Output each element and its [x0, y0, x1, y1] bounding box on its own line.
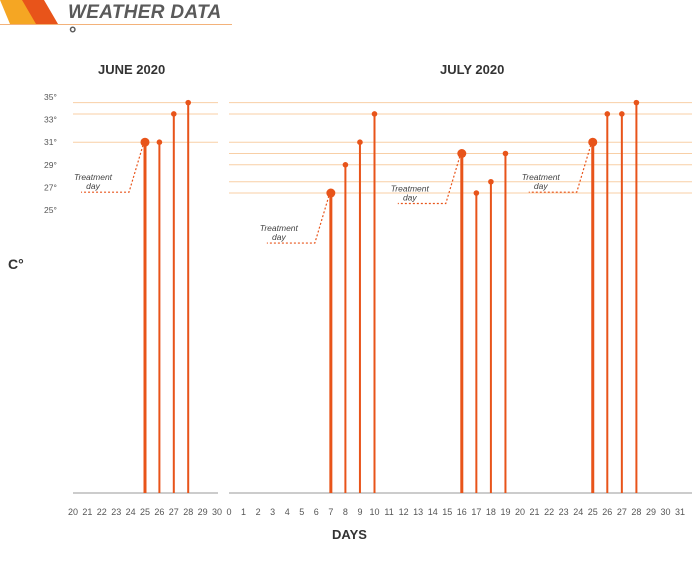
data-point: [371, 111, 378, 117]
data-point: [457, 149, 467, 158]
data-point: [156, 139, 163, 145]
x-tick-label: 29: [198, 507, 208, 517]
data-point: [502, 150, 509, 157]
x-tick-label: 21: [530, 507, 540, 517]
y-tick-label: 33°: [44, 115, 57, 125]
x-tick-label: 2: [256, 507, 261, 517]
treatment-leader: [266, 195, 330, 244]
x-tick-label: 4: [285, 507, 290, 517]
x-tick-label: 18: [486, 507, 496, 517]
x-tick-label: 0: [226, 507, 231, 517]
logo-icon: [0, 0, 58, 24]
data-point: [140, 137, 150, 147]
treatment-label-day: day: [272, 232, 286, 242]
x-tick-label: 5: [299, 507, 304, 517]
x-tick-label: 24: [573, 507, 583, 517]
treatment-label: Treatment: [391, 184, 430, 194]
x-tick-label: 20: [68, 507, 78, 517]
data-point: [357, 139, 363, 145]
x-tick-label: 25: [140, 507, 150, 517]
x-tick-label: 26: [602, 507, 612, 517]
x-tick-label: 9: [357, 507, 362, 517]
treatment-label-day: day: [403, 193, 417, 203]
x-tick-label: 25: [588, 507, 598, 517]
x-tick-label: 27: [169, 507, 179, 517]
treatment-leader: [81, 145, 144, 193]
data-point: [342, 162, 349, 168]
data-point: [473, 190, 480, 196]
x-tick-label: 11: [384, 507, 393, 517]
x-tick-label: 29: [646, 507, 656, 517]
treatment-label: Treatment: [260, 223, 299, 233]
x-tick-label: 12: [399, 507, 409, 517]
x-tick-label: 19: [500, 507, 510, 517]
x-tick-label: 28: [183, 507, 193, 517]
y-tick-label: 35°: [44, 92, 57, 102]
x-tick-label: 28: [631, 507, 641, 517]
y-tick-label: 27°: [44, 182, 57, 192]
data-point: [185, 99, 191, 106]
header-divider: [0, 24, 232, 25]
data-point: [633, 99, 640, 106]
x-tick-label: 3: [270, 507, 275, 517]
y-tick-label: 29°: [44, 160, 57, 170]
y-axis-label: C°: [8, 256, 24, 272]
x-tick-label: 17: [471, 507, 481, 517]
x-tick-label: 7: [328, 507, 333, 517]
data-point: [588, 137, 598, 147]
x-tick-label: 14: [428, 507, 438, 517]
x-tick-label: 24: [126, 507, 136, 517]
x-tick-label: 10: [369, 507, 379, 517]
x-tick-label: 26: [154, 507, 164, 517]
x-tick-label: 30: [660, 507, 670, 517]
treatment-leader: [397, 156, 461, 205]
x-tick-label: 22: [544, 507, 554, 517]
x-tick-label: 16: [457, 507, 467, 517]
x-tick-label: 15: [442, 507, 452, 517]
data-point: [488, 178, 494, 185]
x-tick-label: 22: [97, 507, 107, 517]
panel-title-june: JUNE 2020: [98, 62, 166, 77]
x-tick-label: 1: [241, 507, 246, 517]
treatment-leader: [528, 145, 592, 193]
y-tick-label: 25°: [44, 205, 57, 215]
x-axis-label: DAYS: [332, 527, 367, 542]
x-tick-label: 21: [82, 507, 92, 517]
x-tick-label: 27: [617, 507, 627, 517]
x-tick-label: 13: [413, 507, 423, 517]
treatment-label: Treatment: [74, 172, 113, 182]
y-tick-label: 31°: [44, 137, 57, 147]
data-point: [326, 188, 336, 198]
x-tick-label: 31: [675, 507, 685, 517]
x-tick-label: 30: [212, 507, 222, 517]
x-tick-label: 23: [111, 507, 121, 517]
treatment-label-day: day: [86, 181, 100, 191]
page-title: WEATHER DATA °: [68, 2, 221, 45]
x-tick-label: 23: [559, 507, 569, 517]
panel-title-july: JULY 2020: [440, 62, 505, 77]
x-tick-label: 8: [343, 507, 348, 517]
data-point: [604, 111, 611, 117]
treatment-label-day: day: [534, 181, 548, 191]
x-tick-label: 20: [515, 507, 525, 517]
data-point: [619, 111, 625, 117]
x-tick-label: 6: [314, 507, 319, 517]
header-banner: WEATHER DATA °: [0, 0, 232, 45]
treatment-label: Treatment: [522, 172, 561, 182]
data-point: [171, 111, 177, 117]
